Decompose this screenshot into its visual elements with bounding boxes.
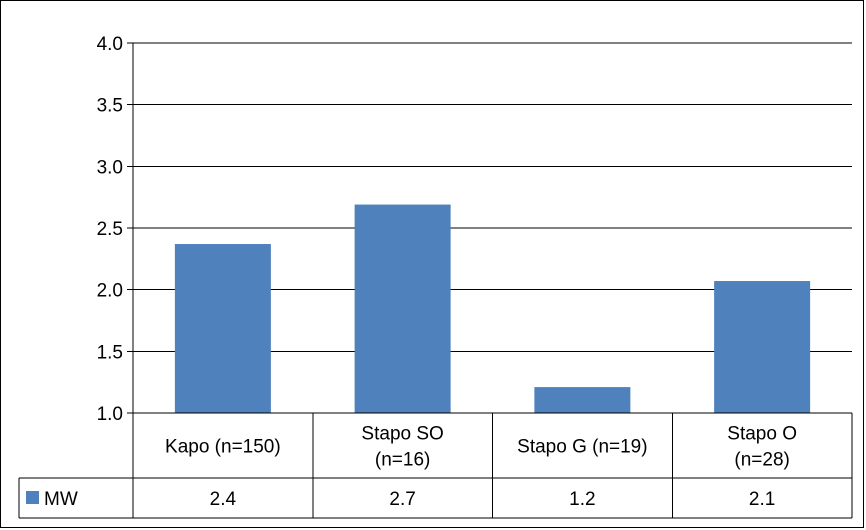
data-table-value: 2.1 [749,489,775,510]
legend-swatch [26,491,39,504]
bar [354,204,451,413]
y-tick-label: 2.5 [97,219,123,240]
y-tick-label: 3.5 [97,96,123,117]
bar [174,244,271,413]
y-tick-label: 4.0 [97,34,123,55]
data-table-value: 2.4 [210,489,237,510]
bar [714,281,811,413]
category-label: Stapo SO [361,424,443,445]
y-tick-label: 2.0 [97,281,123,302]
category-label: Stapo O [727,424,797,445]
y-tick-label: 1.5 [97,342,123,363]
category-label: (n=28) [734,450,789,471]
y-tick-label: 1.0 [97,404,123,425]
bar [534,387,631,413]
category-label: (n=16) [375,450,430,471]
data-table-value: 2.7 [389,489,415,510]
data-table-value: 1.2 [569,489,595,510]
category-label: Stapo G (n=19) [517,437,647,458]
legend-label: MW [44,489,78,510]
y-tick-label: 3.0 [97,157,123,178]
category-label: Kapo (n=150) [165,437,281,458]
